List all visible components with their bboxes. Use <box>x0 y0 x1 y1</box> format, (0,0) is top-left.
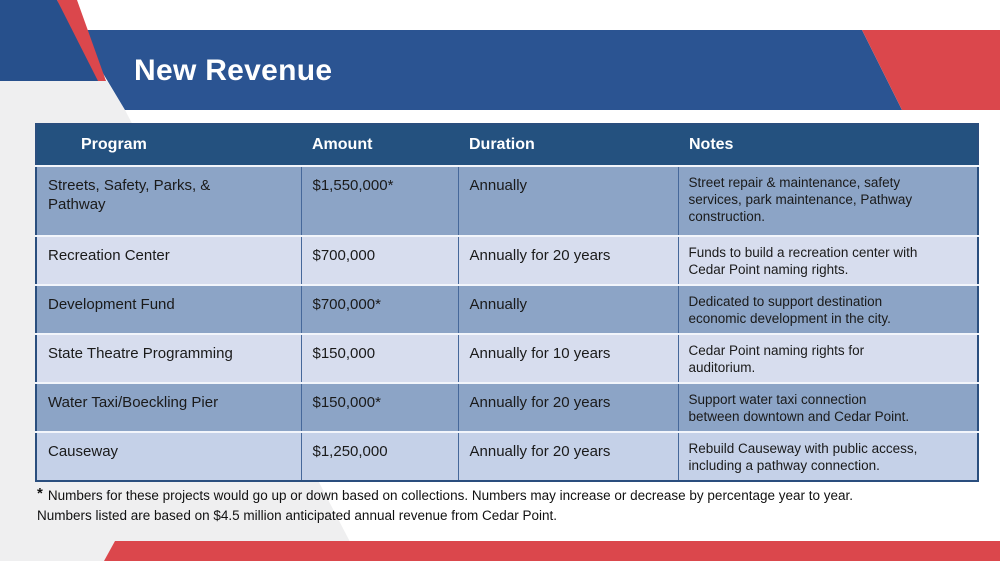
cell-program: Water Taxi/Boeckling Pier <box>36 382 301 432</box>
table-row: Development Fund $700,000* Annually Dedi… <box>36 284 978 334</box>
cell-amount: $150,000* <box>300 382 458 432</box>
cell-duration: Annually <box>457 284 678 334</box>
bottom-red-band <box>104 541 1000 561</box>
footnote: * Numbers for these projects would go up … <box>37 485 975 525</box>
revenue-table: Program Amount Duration Notes Streets, S… <box>35 123 979 482</box>
cell-program: Recreation Center <box>36 235 301 285</box>
table-row: Recreation Center $700,000 Annually for … <box>36 235 978 285</box>
cell-duration: Annually for 20 years <box>457 382 678 432</box>
table-header-row: Program Amount Duration Notes <box>36 124 978 166</box>
cell-amount: $1,250,000 <box>300 431 458 481</box>
cell-notes: Street repair & maintenance, safety serv… <box>677 165 978 236</box>
table-row: State Theatre Programming $150,000 Annua… <box>36 333 978 383</box>
cell-notes: Support water taxi connection between do… <box>677 382 978 432</box>
cell-program: Development Fund <box>36 284 301 334</box>
cell-amount: $1,550,000* <box>300 165 458 236</box>
column-header-amount: Amount <box>301 124 458 166</box>
cell-amount: $150,000 <box>300 333 458 383</box>
cell-duration: Annually <box>457 165 678 236</box>
footnote-text: Numbers for these projects would go up o… <box>37 488 854 523</box>
title-band <box>77 30 902 110</box>
page-title: New Revenue <box>134 54 333 87</box>
column-header-notes: Notes <box>678 124 978 166</box>
table-row: Causeway $1,250,000 Annually for 20 year… <box>36 431 978 481</box>
footnote-asterisk: * <box>37 485 43 502</box>
cell-notes: Cedar Point naming rights for auditorium… <box>677 333 978 383</box>
cell-duration: Annually for 10 years <box>457 333 678 383</box>
cell-amount: $700,000* <box>300 284 458 334</box>
table-row: Water Taxi/Boeckling Pier $150,000* Annu… <box>36 382 978 432</box>
column-header-program: Program <box>36 124 301 166</box>
cell-duration: Annually for 20 years <box>457 235 678 285</box>
cell-duration: Annually for 20 years <box>457 431 678 481</box>
cell-program: State Theatre Programming <box>36 333 301 383</box>
table-row: Streets, Safety, Parks, & Pathway $1,550… <box>36 165 978 236</box>
top-left-red-stripe <box>57 0 106 81</box>
cell-amount: $700,000 <box>300 235 458 285</box>
cell-notes: Dedicated to support destination economi… <box>677 284 978 334</box>
column-header-duration: Duration <box>458 124 678 166</box>
top-right-red-corner <box>862 30 1000 110</box>
cell-notes: Funds to build a recreation center with … <box>677 235 978 285</box>
cell-program: Causeway <box>36 431 301 481</box>
top-left-navy-corner <box>0 0 106 81</box>
cell-program: Streets, Safety, Parks, & Pathway <box>36 165 301 236</box>
cell-notes: Rebuild Causeway with public access, inc… <box>677 431 978 481</box>
